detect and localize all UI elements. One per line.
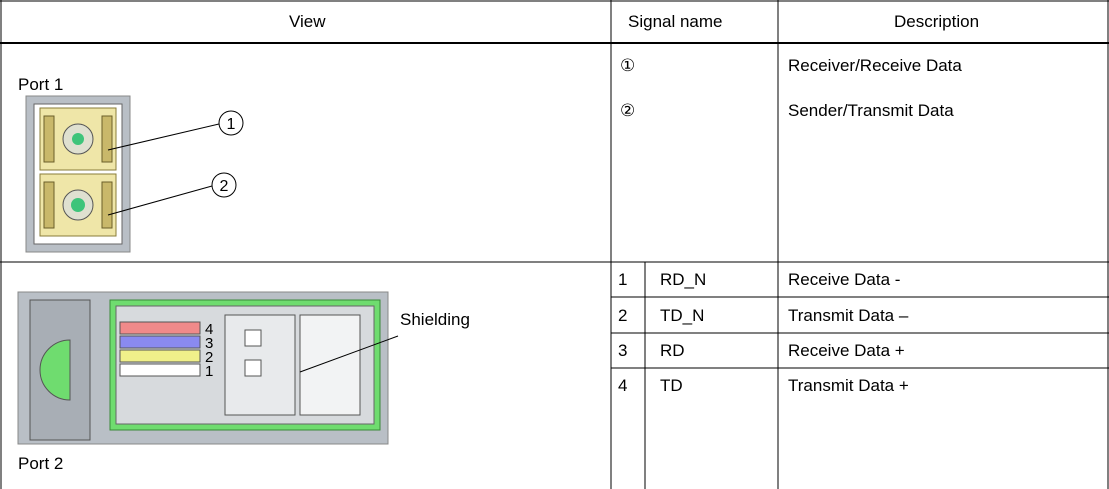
port-label: Port 1	[18, 75, 64, 94]
description-cell: Receiver/Receive Data	[788, 56, 962, 75]
header-cell: View	[289, 12, 326, 31]
pin-cell: 1	[618, 270, 628, 289]
description-cell: Transmit Data +	[788, 376, 909, 395]
shielding-label: Shielding	[400, 310, 470, 329]
signal-cell: ①	[620, 56, 636, 75]
port-label: Port 2	[18, 454, 64, 473]
pin-cell: 4	[618, 376, 628, 395]
wire-label: 4	[205, 321, 213, 338]
signal-cell: TD	[660, 376, 683, 395]
description-cell: Transmit Data –	[788, 306, 909, 325]
description-cell: Receive Data -	[788, 270, 901, 289]
wire-label: 3	[205, 335, 213, 352]
port1-illustration: 1 2	[25, 95, 244, 253]
description-cell: Sender/Transmit Data	[788, 101, 954, 120]
description-cell: Receive Data +	[788, 341, 905, 360]
signal-cell: RD_N	[660, 270, 707, 289]
wire-label: 2	[205, 349, 213, 366]
port2-illustration: 4 3 2 1 Shielding	[17, 291, 470, 445]
pin-cell: 2	[618, 306, 628, 325]
callout-label: 2	[220, 178, 229, 195]
header-cell: Description	[894, 12, 980, 31]
signal-cell: RD	[660, 341, 685, 360]
pin-cell: 3	[618, 341, 628, 360]
wire-label: 1	[205, 363, 213, 380]
signal-cell: ②	[620, 101, 636, 120]
header-cell: Signal name	[628, 12, 723, 31]
signal-cell: TD_N	[660, 306, 705, 325]
callout-label: 1	[227, 116, 236, 133]
